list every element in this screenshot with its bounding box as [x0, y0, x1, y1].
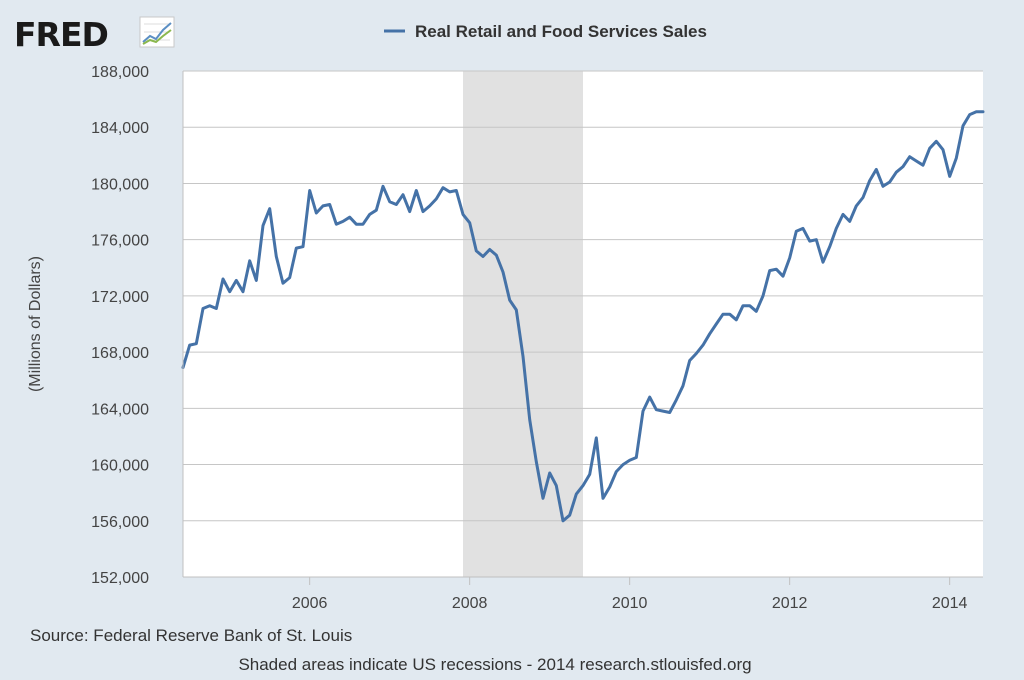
y-tick-label: 180,000 [91, 176, 149, 193]
y-tick-label: 172,000 [91, 289, 149, 306]
y-tick-label: 176,000 [91, 233, 149, 250]
grid-layer [183, 70, 983, 578]
fred-chart-icon [139, 16, 175, 48]
fred-logo-text: FRED [14, 15, 108, 54]
y-tick-label: 156,000 [91, 514, 149, 531]
source-text: Source: Federal Reserve Bank of St. Loui… [30, 626, 353, 645]
x-tick-label: 2010 [612, 595, 648, 612]
x-tick-label: 2012 [772, 595, 808, 612]
series-layer [181, 110, 985, 523]
x-tick-label: 2006 [292, 595, 328, 612]
legend-label: Real Retail and Food Services Sales [415, 22, 707, 41]
y-tick-label: 160,000 [91, 458, 149, 475]
y-tick-label: 164,000 [91, 401, 149, 418]
x-tick-label: 2014 [932, 595, 968, 612]
x-tick-label: 2008 [452, 595, 488, 612]
axis-layer: 152,000 156,000 160,000 164,000 168,000 172,0… [91, 64, 983, 612]
fred-logo[interactable]: FRED [14, 15, 175, 54]
y-tick-label: 168,000 [91, 345, 149, 362]
recession-band [463, 71, 583, 577]
y-tick-label: 184,000 [91, 120, 149, 137]
series-line [181, 110, 985, 523]
y-tick-label: 188,000 [91, 64, 149, 81]
recession-note: Shaded areas indicate US recessions - 20… [238, 655, 752, 674]
y-tick-label: 152,000 [91, 570, 149, 587]
y-axis-label: (Millions of Dollars) [27, 256, 44, 392]
recession-layer [463, 71, 583, 577]
legend[interactable]: Real Retail and Food Services Sales [384, 22, 707, 41]
